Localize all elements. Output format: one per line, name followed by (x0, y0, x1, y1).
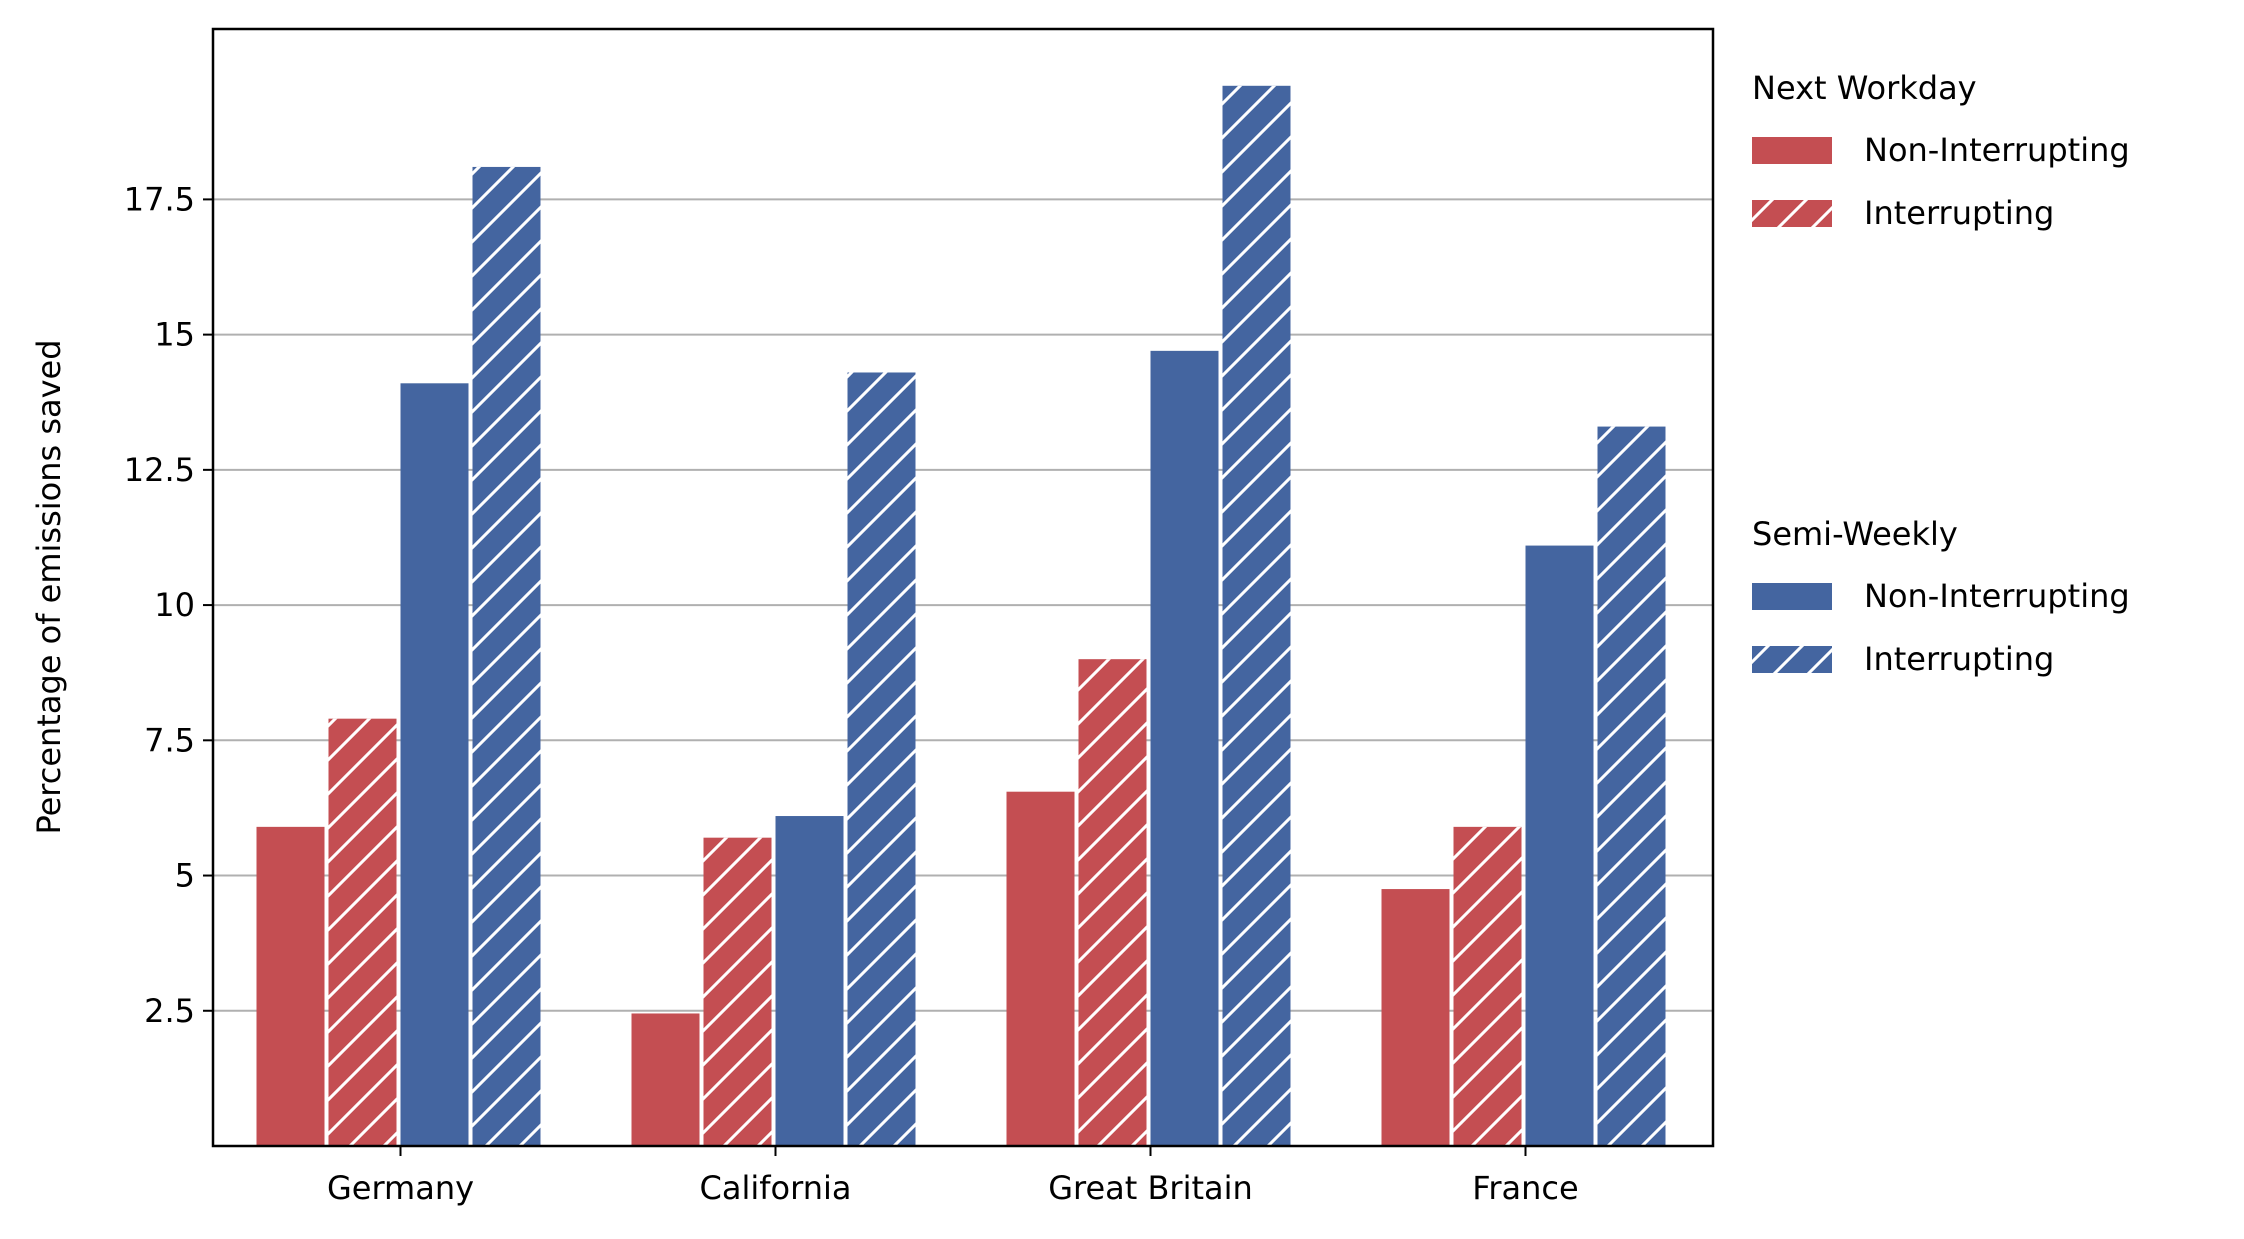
y-tick-label: 7.5 (144, 721, 195, 759)
y-tick-label: 10 (154, 586, 195, 624)
legend: Next Workday Non-Interrupting Interrupting… (1752, 69, 2130, 678)
legend-swatch (1752, 137, 1832, 164)
legend-swatch-hatch (1752, 646, 1832, 673)
x-tick-label: Great Britain (1048, 1169, 1253, 1207)
bar-hatch (1597, 426, 1666, 1146)
bar-next-workday-non-interrupting (1381, 889, 1450, 1146)
y-tick-label: 5 (175, 857, 195, 895)
bar-hatch (703, 837, 772, 1146)
bar-next-workday-non-interrupting (256, 826, 325, 1146)
legend-swatch-hatch (1752, 200, 1832, 227)
bar-hatch (328, 718, 397, 1146)
bar-hatch (472, 166, 541, 1146)
legend-swatch (1752, 583, 1832, 610)
bar-hatch (1222, 85, 1291, 1146)
y-tick-label: 2.5 (144, 992, 195, 1030)
bar-hatch (847, 372, 916, 1146)
bar-semi-weekly-non-interrupting (1525, 545, 1594, 1146)
bar-semi-weekly-non-interrupting (1150, 350, 1219, 1147)
x-tick-label: California (700, 1169, 852, 1207)
bar-semi-weekly-non-interrupting (400, 383, 469, 1146)
legend-entry: Interrupting (1864, 194, 2054, 232)
x-tick-label: France (1472, 1169, 1578, 1207)
y-tick-label: 15 (154, 316, 195, 354)
bar-next-workday-non-interrupting (1006, 791, 1075, 1146)
bar-hatch (1078, 659, 1147, 1146)
y-tick-label: 12.5 (124, 451, 195, 489)
legend-entry: Non-Interrupting (1864, 131, 2130, 169)
legend-title: Next Workday (1752, 69, 1977, 107)
y-axis: 2.5 5 7.5 10 12.5 15 17.5 (124, 180, 213, 1030)
y-axis-label: Percentage of emissions saved (30, 339, 68, 834)
bars (256, 85, 1666, 1147)
x-tick-label: Germany (327, 1169, 474, 1207)
legend-entry: Interrupting (1864, 640, 2054, 678)
plot-frame (211, 27, 1715, 1148)
y-tick-label: 17.5 (124, 180, 195, 218)
bar-next-workday-non-interrupting (631, 1013, 700, 1146)
x-axis: Germany California Great Britain France (327, 1146, 1579, 1207)
legend-title: Semi-Weekly (1752, 515, 1958, 553)
bar-hatch (1453, 826, 1522, 1146)
bar-semi-weekly-non-interrupting (775, 816, 844, 1146)
legend-entry: Non-Interrupting (1864, 577, 2130, 615)
